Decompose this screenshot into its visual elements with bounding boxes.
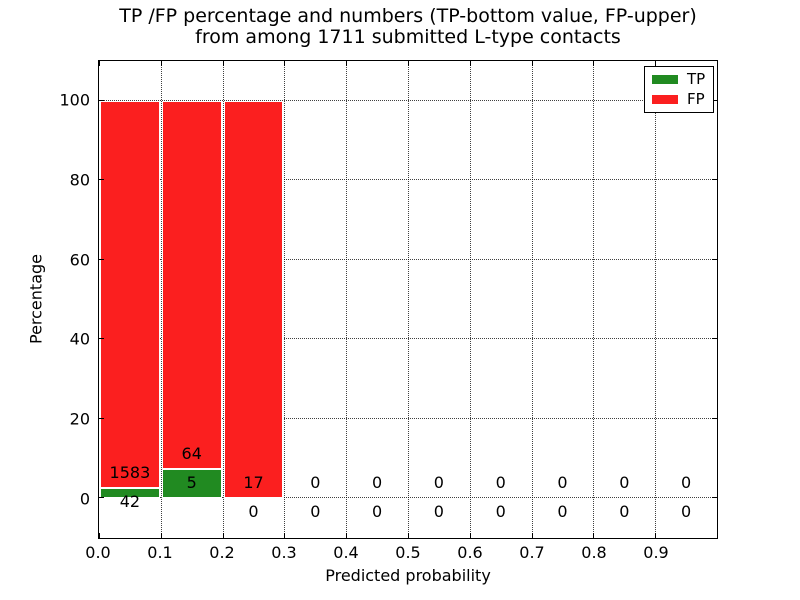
x-tick-mark — [593, 61, 595, 66]
x-tick-mark — [222, 61, 224, 66]
x-tick-mark — [284, 61, 286, 66]
x-tick-mark — [655, 61, 657, 66]
x-tick-label: 0.0 — [85, 543, 111, 562]
y-tick-label: 60 — [69, 250, 90, 270]
chart-title-line2: from among 1711 submitted L-type contact… — [195, 26, 621, 48]
x-tick-mark — [99, 533, 100, 538]
y-tick-mark — [99, 338, 104, 340]
x-tick-labels: 0.0 0.1 0.2 0.3 0.4 0.5 0.6 0.7 0.8 0.9 — [85, 543, 718, 562]
y-tick-mark — [712, 417, 717, 419]
x-tick-mark — [717, 533, 718, 538]
bar-label-fp: 1583 — [109, 462, 151, 482]
bar-label-fp: 17 — [243, 473, 264, 493]
x-tick-label: 0.5 — [395, 543, 421, 562]
x-tick-label: 0.1 — [147, 543, 173, 562]
bar-label-tp: 0 — [619, 501, 630, 521]
plot-area: 1583 42 64 5 17 0 0 0 0 0 0 0 0 0 0 0 0 0 0 0 — [98, 60, 718, 539]
bar-label-fp: 0 — [557, 473, 568, 493]
x-tick-mark — [346, 533, 348, 538]
bar-label-tp: 0 — [681, 501, 692, 521]
y-tick-mark — [99, 258, 104, 260]
x-tick-mark — [284, 533, 286, 538]
y-tick-label: 40 — [69, 329, 90, 349]
y-tick-mark — [712, 338, 717, 340]
legend-row: FP — [652, 92, 706, 107]
x-tick-mark — [469, 61, 471, 66]
gridline-vertical — [160, 61, 162, 538]
legend-swatch-tp — [652, 75, 678, 84]
gridline-vertical — [222, 61, 224, 538]
x-tick-mark — [717, 61, 718, 66]
bar-label-fp: 0 — [372, 473, 383, 493]
bar-segment-fp — [223, 100, 284, 499]
legend-swatch-fp — [652, 95, 678, 104]
y-tick-mark — [712, 497, 717, 499]
gridline-vertical — [655, 61, 657, 538]
gridline-vertical — [284, 61, 286, 538]
x-tick-label: 0.7 — [519, 543, 545, 562]
legend-label-fp: FP — [687, 90, 705, 108]
gridline-vertical — [593, 61, 595, 538]
y-tick-label: 20 — [69, 409, 90, 429]
gridline-vertical — [408, 61, 409, 538]
bar-label-tp: 0 — [495, 501, 506, 521]
bar-label-fp: 64 — [181, 444, 202, 464]
bar-label-tp: 0 — [433, 501, 444, 521]
x-tick-mark — [346, 61, 348, 66]
x-tick-label: 0.4 — [333, 543, 359, 562]
y-tick-mark — [99, 417, 104, 419]
y-tick-mark — [99, 497, 104, 499]
bar-segment-tp — [161, 469, 222, 499]
x-tick-mark — [531, 61, 533, 66]
bar-label-fp: 0 — [681, 473, 692, 493]
x-tick-mark — [408, 61, 409, 66]
y-tick-label: 100 — [59, 90, 90, 110]
x-axis-label: Predicted probability — [325, 566, 491, 585]
legend-row: TP — [652, 72, 706, 87]
bar-segment-tp — [100, 488, 160, 499]
x-tick-mark — [99, 61, 100, 66]
y-tick-labels: 0 20 40 60 80 100 — [0, 60, 90, 539]
legend-label-tp: TP — [687, 70, 706, 88]
y-tick-mark — [99, 99, 104, 101]
x-tick-mark — [222, 533, 224, 538]
chart-title-line1: TP /FP percentage and numbers (TP-bottom… — [119, 5, 697, 27]
bar-label-tp: 0 — [310, 501, 321, 521]
x-tick-label: 0.9 — [643, 543, 669, 562]
bar-label-tp: 0 — [248, 501, 259, 521]
x-tick-label: 0.3 — [271, 543, 297, 562]
bar-label-fp: 0 — [619, 473, 630, 493]
bar-label-fp: 0 — [495, 473, 506, 493]
y-tick-mark — [712, 179, 717, 181]
gridline-vertical — [531, 61, 533, 538]
x-tick-mark — [160, 533, 162, 538]
bar-label-tp: 5 — [186, 472, 197, 492]
bar-segment-fp — [100, 100, 160, 488]
bar-label-tp: 0 — [557, 501, 568, 521]
x-tick-mark — [469, 533, 471, 538]
y-tick-label: 0 — [79, 489, 90, 509]
bar-label-tp: 42 — [119, 491, 141, 511]
x-tick-mark — [408, 533, 409, 538]
y-tick-mark — [99, 179, 104, 181]
x-tick-mark — [593, 533, 595, 538]
bar-label-fp: 0 — [310, 473, 321, 493]
y-tick-mark — [712, 258, 717, 260]
x-tick-mark — [655, 533, 657, 538]
chart-title: TP /FP percentage and numbers (TP-bottom… — [98, 6, 718, 48]
gridline-vertical — [469, 61, 471, 538]
x-tick-mark — [531, 533, 533, 538]
bar-label-fp: 0 — [433, 473, 444, 493]
x-tick-label: 0.8 — [581, 543, 607, 562]
legend: TP FP — [644, 66, 714, 113]
bar-segment-fp — [161, 100, 222, 470]
gridline-vertical — [346, 61, 348, 538]
y-tick-mark — [712, 99, 717, 101]
x-tick-label: 0.2 — [209, 543, 235, 562]
y-tick-label: 80 — [69, 170, 90, 190]
x-tick-mark — [160, 61, 162, 66]
x-tick-label: 0.6 — [457, 543, 483, 562]
bar-label-tp: 0 — [372, 501, 383, 521]
